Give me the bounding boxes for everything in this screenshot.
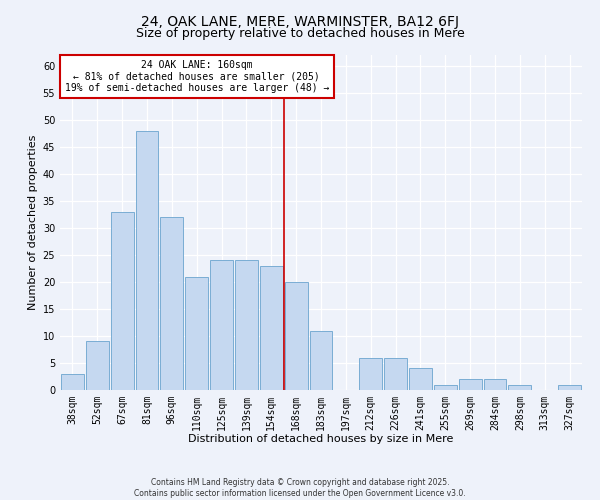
Bar xyxy=(384,358,407,390)
X-axis label: Distribution of detached houses by size in Mere: Distribution of detached houses by size … xyxy=(188,434,454,444)
Bar xyxy=(434,384,457,390)
Text: 24, OAK LANE, MERE, WARMINSTER, BA12 6FJ: 24, OAK LANE, MERE, WARMINSTER, BA12 6FJ xyxy=(141,15,459,29)
Bar xyxy=(285,282,308,390)
Text: Contains HM Land Registry data © Crown copyright and database right 2025.
Contai: Contains HM Land Registry data © Crown c… xyxy=(134,478,466,498)
Bar xyxy=(484,379,506,390)
Bar xyxy=(61,374,84,390)
Bar xyxy=(260,266,283,390)
Bar xyxy=(86,342,109,390)
Y-axis label: Number of detached properties: Number of detached properties xyxy=(28,135,38,310)
Bar xyxy=(459,379,482,390)
Bar xyxy=(310,330,332,390)
Text: 24 OAK LANE: 160sqm
← 81% of detached houses are smaller (205)
19% of semi-detac: 24 OAK LANE: 160sqm ← 81% of detached ho… xyxy=(65,60,329,93)
Bar xyxy=(185,276,208,390)
Bar xyxy=(508,384,531,390)
Bar xyxy=(111,212,134,390)
Bar xyxy=(160,217,183,390)
Bar xyxy=(210,260,233,390)
Bar xyxy=(558,384,581,390)
Bar xyxy=(136,130,158,390)
Bar xyxy=(409,368,432,390)
Text: Size of property relative to detached houses in Mere: Size of property relative to detached ho… xyxy=(136,28,464,40)
Bar xyxy=(359,358,382,390)
Bar xyxy=(235,260,258,390)
